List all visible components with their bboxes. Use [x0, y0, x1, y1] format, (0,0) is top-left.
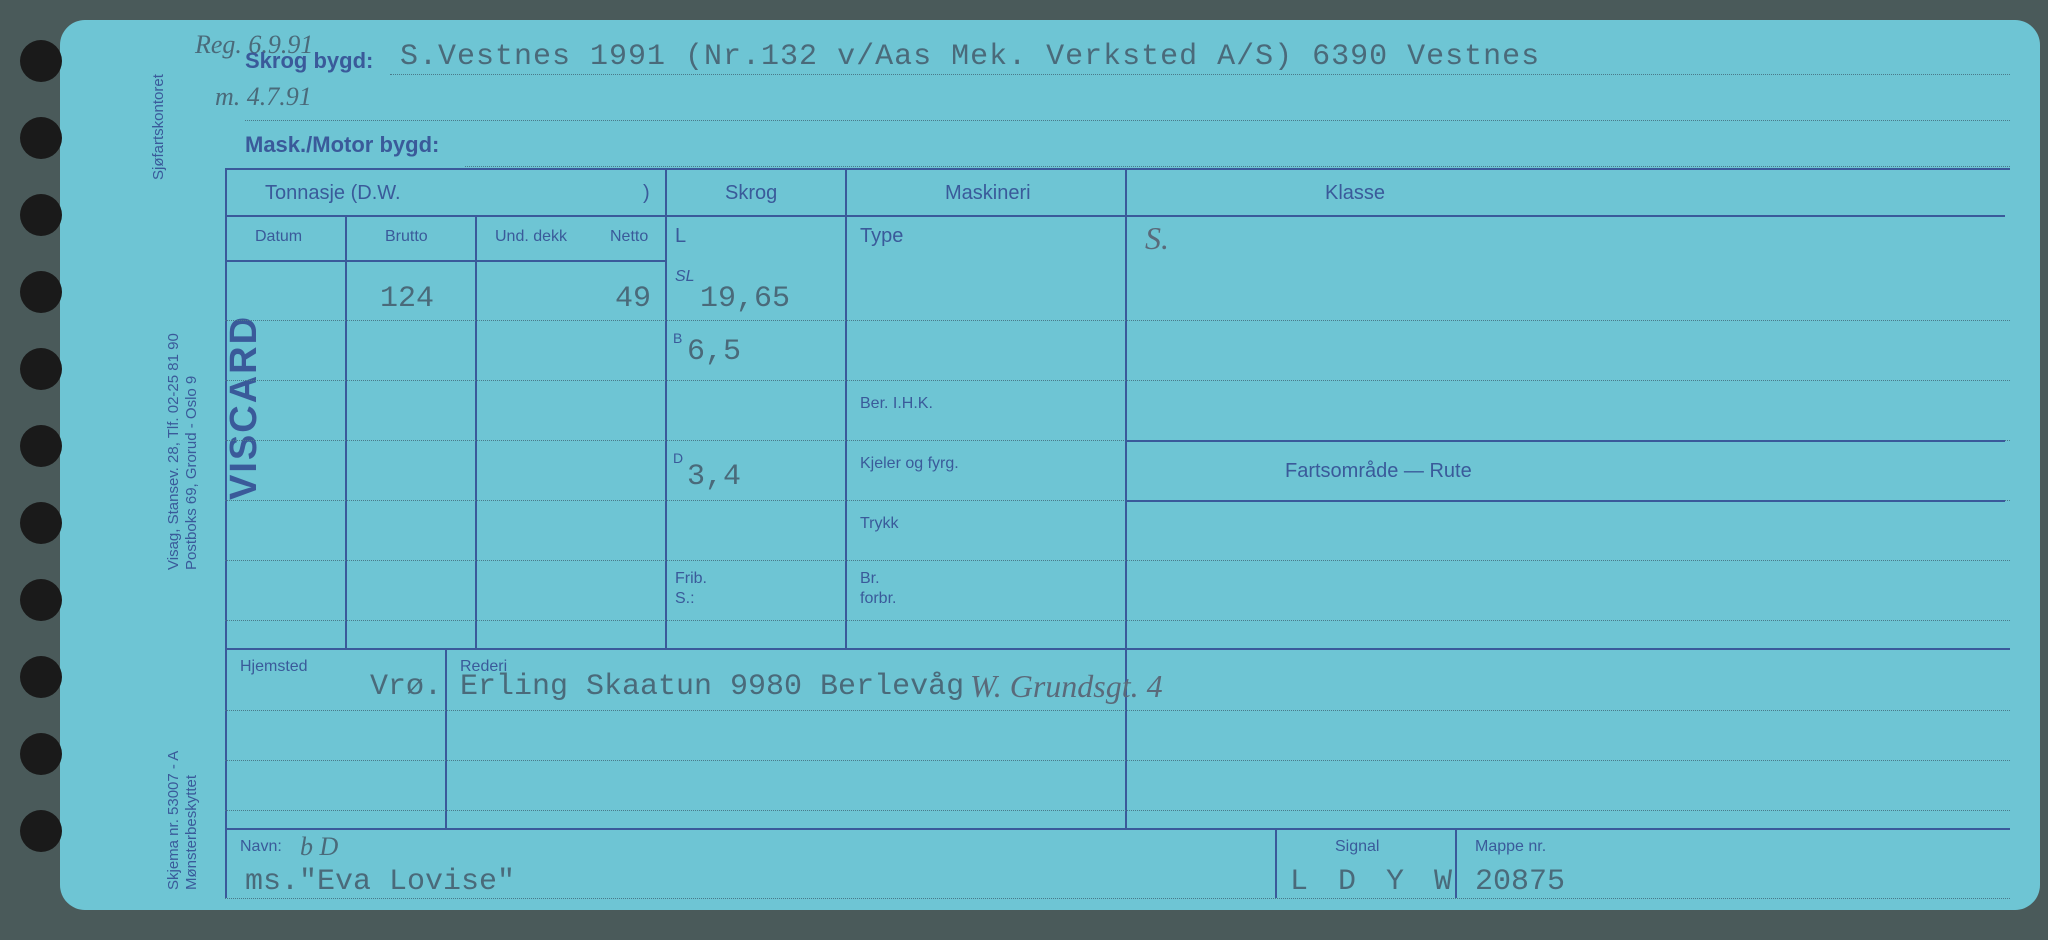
- D-label: D: [673, 450, 683, 474]
- kjeler-label: Kjeler og fyrg.: [860, 455, 959, 473]
- side-office: Sjøfartskontoret: [150, 74, 167, 180]
- address-handwritten: W. Grundsgt. 4: [970, 668, 1163, 705]
- SL-label: SL: [675, 268, 695, 286]
- ber-label: Ber. I.H.K.: [860, 395, 933, 413]
- side-protected: Mønsterbeskyttet: [183, 775, 200, 890]
- klasse-S: S.: [1145, 220, 1169, 257]
- hole: [20, 579, 62, 621]
- und-dekk-label: Und. dekk: [495, 228, 567, 246]
- hole: [20, 348, 62, 390]
- tonnasje-label: Tonnasje (D.W.: [265, 182, 401, 205]
- navn-value: ms."Eva Lovise": [245, 865, 515, 899]
- mappe-value: 20875: [1475, 865, 1565, 899]
- index-card: VISCARD Visag, Stansev. 28, Tlf. 02-25 8…: [60, 20, 2040, 910]
- hole: [20, 117, 62, 159]
- maskineri-header: Maskineri: [945, 182, 1031, 205]
- vro-value: Vrø.: [370, 670, 442, 704]
- skrog-bygd-label: Skrog bygd:: [245, 48, 373, 74]
- signal-value: L D Y W: [1290, 865, 1458, 899]
- hole: [20, 502, 62, 544]
- klasse-header: Klasse: [1325, 182, 1385, 205]
- data-grid: Tonnasje (D.W. ) Skrog Maskineri Klasse …: [225, 168, 2010, 648]
- side-address1: Visag, Stansev. 28, Tlf. 02-25 81 90: [165, 333, 182, 570]
- B-label: B: [673, 330, 682, 354]
- punch-holes: [20, 40, 62, 852]
- hole: [20, 425, 62, 467]
- header-row-2: m. 4.7.91: [225, 76, 2010, 122]
- datum-label: Datum: [255, 228, 302, 246]
- hole: [20, 194, 62, 236]
- hole: [20, 810, 62, 852]
- header-row-3: Mask./Motor bygd:: [225, 122, 2010, 168]
- navn-label: Navn:: [240, 838, 282, 856]
- skrog-bygd-value: S.Vestnes 1991 (Nr.132 v/Aas Mek. Verkst…: [400, 40, 1540, 74]
- hjemsted-label: Hjemsted: [240, 658, 308, 676]
- main-content: Reg. 6.9.91 Skrog bygd: S.Vestnes 1991 (…: [225, 30, 2010, 895]
- S-label: S.:: [675, 590, 695, 608]
- forbr-label: forbr.: [860, 590, 896, 608]
- D-value: 3,4: [687, 460, 741, 494]
- tonnasje-close: ): [643, 182, 650, 205]
- side-printed-text: VISCARD Visag, Stansev. 28, Tlf. 02-25 8…: [135, 20, 215, 910]
- hole: [20, 271, 62, 313]
- owner-section: Hjemsted Rederi Vrø. Erling Skaatun 9980…: [225, 648, 2010, 828]
- hole: [20, 656, 62, 698]
- mask-motor-label: Mask./Motor bygd:: [245, 132, 439, 158]
- L-label: L: [675, 225, 686, 248]
- signal-label: Signal: [1335, 838, 1379, 856]
- rederi-value: Erling Skaatun 9980 Berlevåg: [460, 670, 964, 704]
- trykk-label: Trykk: [860, 515, 899, 533]
- hole: [20, 733, 62, 775]
- brutto-label: Brutto: [385, 228, 428, 246]
- type-label: Type: [860, 225, 903, 248]
- mappe-label: Mappe nr.: [1475, 838, 1546, 856]
- side-form-no: Skjema nr. 53007 - A: [165, 751, 182, 890]
- fart-label: Fartsområde — Rute: [1285, 460, 1472, 483]
- hole: [20, 40, 62, 82]
- netto-label: Netto: [610, 228, 648, 246]
- side-address2: Postboks 69, Grorud - Oslo 9: [183, 376, 200, 570]
- L-value: 19,65: [700, 282, 790, 316]
- footer-section: Navn: b D ms."Eva Lovise" Signal L D Y W…: [225, 828, 2010, 898]
- br-label: Br.: [860, 570, 880, 588]
- m-handwritten: m. 4.7.91: [215, 82, 312, 112]
- brutto-value: 124: [380, 282, 434, 316]
- frib-label: Frib.: [675, 570, 707, 588]
- navn-hand: b D: [300, 832, 338, 862]
- netto-value: 49: [615, 282, 651, 316]
- header-row-1: Reg. 6.9.91 Skrog bygd: S.Vestnes 1991 (…: [225, 30, 2010, 76]
- B-value: 6,5: [687, 335, 741, 369]
- skrog-header: Skrog: [725, 182, 777, 205]
